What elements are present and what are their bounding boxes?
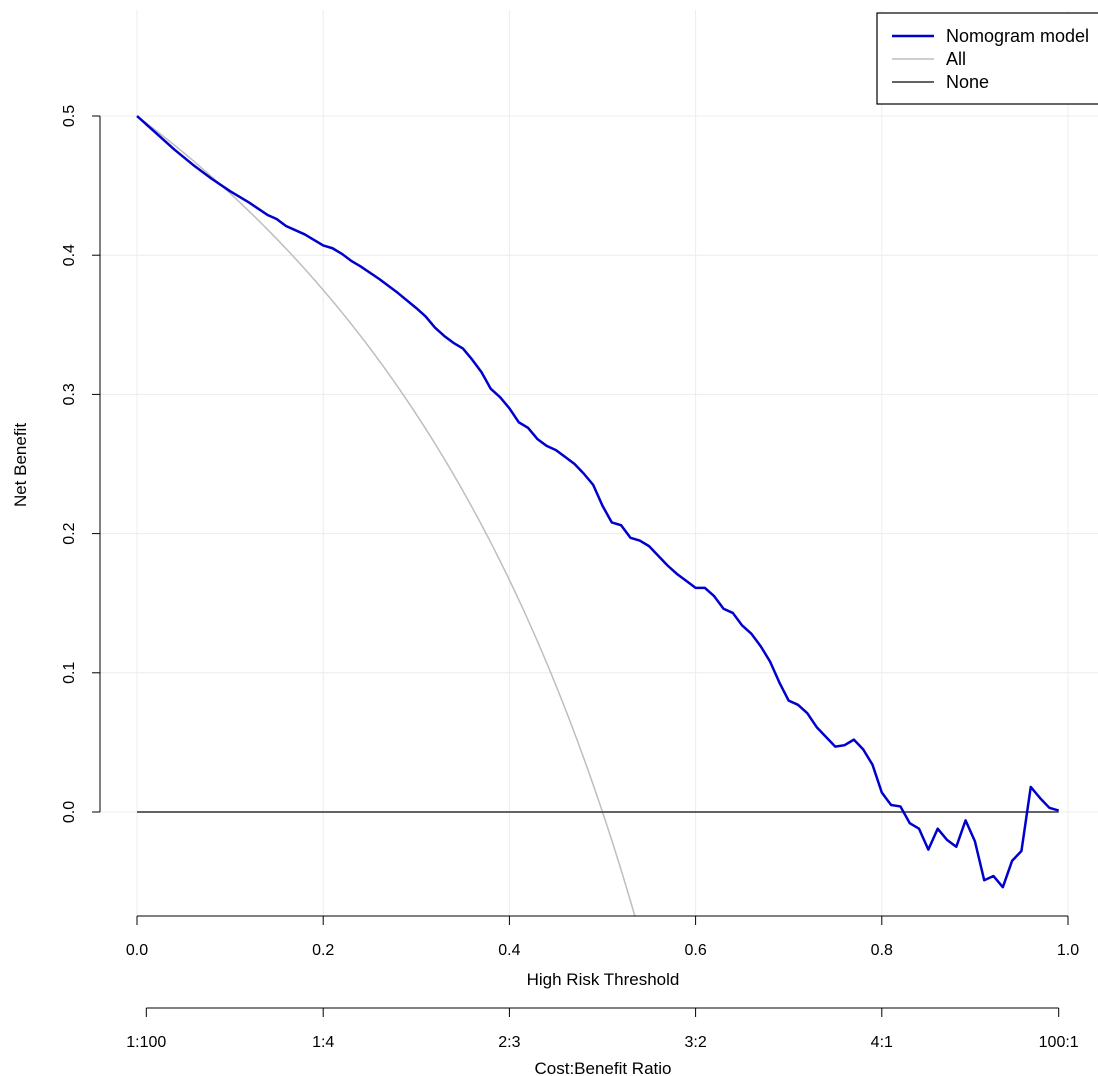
secondary-x-tick-label: 3:2: [684, 1034, 706, 1051]
y-tick-label: 0.4: [61, 244, 78, 266]
series-lines: [136, 115, 1060, 916]
secondary-x-tick-label: 1:100: [126, 1034, 166, 1051]
x-tick-label: 0.8: [871, 942, 893, 959]
x-tick-label: 0.4: [498, 942, 520, 959]
legend-label-none: None: [946, 72, 989, 92]
y-tick-label: 0.1: [61, 662, 78, 684]
secondary-x-tick-label: 100:1: [1039, 1034, 1079, 1051]
y-tick-label: 0.2: [61, 522, 78, 544]
x-tick-label: 0.2: [312, 942, 334, 959]
y-axis-title: Net Benefit: [11, 423, 30, 507]
y-tick-label: 0.3: [61, 383, 78, 405]
secondary-x-tick-label: 4:1: [871, 1034, 893, 1051]
legend: Nomogram model All None: [876, 12, 1098, 105]
gridlines: [100, 10, 1098, 916]
legend-label-nomogram-model: Nomogram model: [946, 26, 1089, 46]
x-axis-title: High Risk Threshold: [527, 970, 680, 989]
x-tick-label: 0.6: [684, 942, 706, 959]
x-tick-label: 1.0: [1057, 942, 1079, 959]
secondary-x-axis-title: Cost:Benefit Ratio: [534, 1059, 671, 1076]
secondary-x-tick-label: 1:4: [312, 1034, 334, 1051]
legend-label-all: All: [946, 49, 966, 69]
y-tick-label: 0.0: [61, 801, 78, 823]
series-line-nomogram-model: [136, 115, 1060, 889]
series-line-all: [136, 115, 636, 916]
y-tick-label: 0.5: [61, 105, 78, 127]
axes: 0.0 0.1 0.2 0.3 0.4 0.5 0.0 0.2 0.4 0.6 0.8 1.0 1:10…: [61, 105, 1079, 1051]
x-tick-label: 0.0: [126, 942, 148, 959]
secondary-x-tick-label: 2:3: [498, 1034, 520, 1051]
